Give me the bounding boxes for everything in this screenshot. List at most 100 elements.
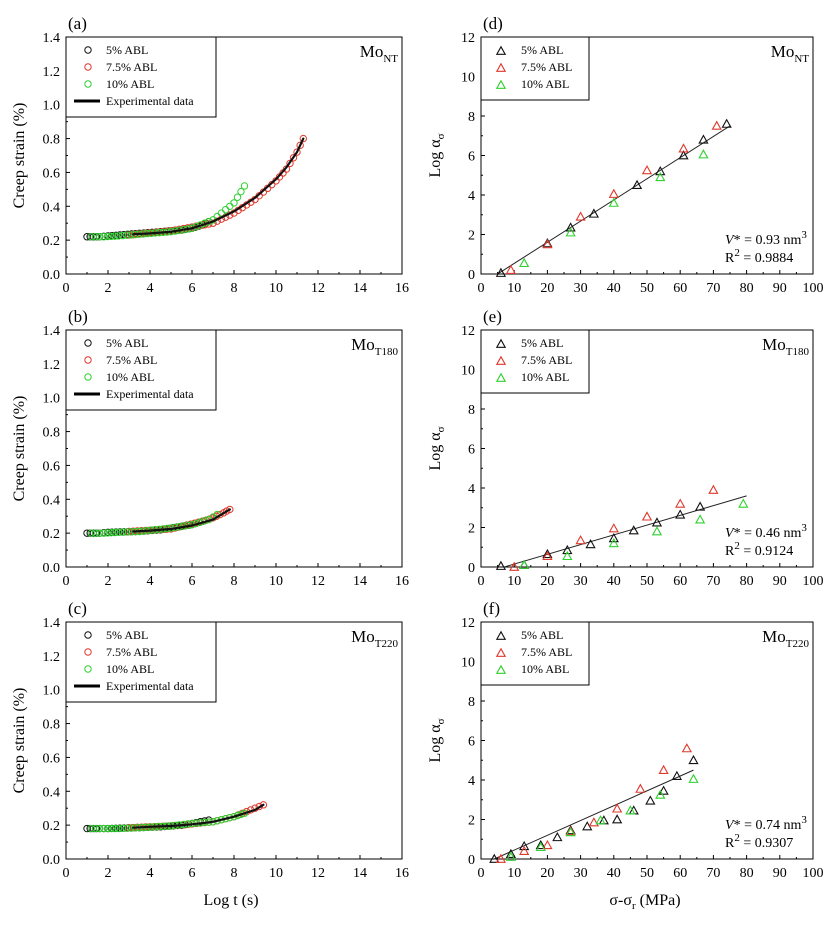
x-tick-label: 4 <box>147 866 154 881</box>
legend-box <box>65 329 217 411</box>
material-sub: NT <box>383 53 398 65</box>
x-tick-label: 12 <box>311 281 325 296</box>
panel-e: 0 10 20 30 40 50 60 70 80 90 100 0 2 4 6 8 10 12 Log ασ (e)… <box>427 307 824 589</box>
data-point <box>698 134 709 144</box>
data-point <box>608 188 619 198</box>
data-point <box>738 498 749 508</box>
x-tick-label: 70 <box>706 866 720 881</box>
r-symbol: R <box>725 544 735 559</box>
data-point <box>299 134 307 143</box>
y-tick-label: 0.0 <box>43 268 61 283</box>
data-point <box>103 529 112 537</box>
x-tick-label: 60 <box>673 281 687 296</box>
y-tick-label: 0.8 <box>43 718 61 733</box>
legend-circle-marker <box>84 339 92 347</box>
data-point <box>91 529 100 537</box>
data-point <box>562 550 573 561</box>
y-tick-label: 4 <box>468 774 475 789</box>
data-point <box>628 525 639 535</box>
legend-label: 10% ABL <box>521 370 569 384</box>
data-point <box>681 743 692 753</box>
y-tick-label: 1.4 <box>43 324 61 339</box>
x-tick-label: 14 <box>353 866 367 881</box>
material-label: MoT180 <box>351 335 398 358</box>
data-point <box>505 264 517 274</box>
data-point <box>542 548 553 559</box>
data-point <box>233 193 242 201</box>
y-tick-label: 6 <box>468 735 475 750</box>
x-tick-label: 12 <box>311 866 325 881</box>
experimental-curve <box>132 137 305 236</box>
data-point <box>103 824 112 833</box>
series-10-abl <box>519 498 749 569</box>
legend-circle-marker <box>84 356 92 364</box>
material-main: Mo <box>351 335 375 354</box>
legend-circle-marker <box>84 80 92 88</box>
data-point <box>95 529 104 537</box>
y-tick-label: 10 <box>461 364 475 379</box>
data-point <box>519 845 530 856</box>
legend-label: 10% ABL <box>106 370 154 384</box>
y-axis-label-sub: σ <box>435 426 447 432</box>
data-point <box>542 839 553 850</box>
data-point <box>608 537 619 548</box>
y-tick-label: 0.2 <box>43 819 61 834</box>
data-point <box>91 824 100 833</box>
legend-label: 5% ABL <box>521 43 563 57</box>
data-point <box>114 528 123 536</box>
x-tick-label: 50 <box>640 866 654 881</box>
x-tick-label: 8 <box>231 574 238 589</box>
x-tick-label: 6 <box>189 281 196 296</box>
y-axis-label-main: Log α <box>427 432 444 471</box>
y-tick-label: 2 <box>468 229 475 244</box>
data-point <box>107 824 115 833</box>
y-tick-label: 1.2 <box>43 65 61 80</box>
v-symbol: V <box>725 818 735 833</box>
legend-label: 10% ABL <box>521 77 569 91</box>
x-tick-label: 10 <box>507 574 521 589</box>
data-point <box>120 230 128 239</box>
data-point <box>519 257 530 268</box>
y-tick-label: 0.8 <box>43 426 61 441</box>
y-tick-label: 0.4 <box>43 200 61 215</box>
experimental-curve <box>132 803 265 829</box>
legend: 5% ABL 7.5% ABL 10% ABL <box>480 621 590 686</box>
x-tick-label: 80 <box>740 574 754 589</box>
y-axis-label: Creep strain (%) <box>11 688 28 794</box>
x-tick-label: 30 <box>574 866 588 881</box>
x-tick-label: 90 <box>773 574 787 589</box>
panel-f: 0 10 20 30 40 50 60 70 80 90 100 0 2 4 6 8 10 12 Log ασ (f)… <box>427 599 824 881</box>
data-point <box>542 550 553 561</box>
legend-label: Experimental data <box>106 679 194 693</box>
y-tick-label: 0.6 <box>43 459 61 474</box>
y-axis-label-main: Log α <box>427 724 444 763</box>
material-main: Mo <box>762 627 786 646</box>
legend-label: 10% ABL <box>521 662 569 676</box>
data-point <box>100 824 108 833</box>
legend: 5% ABL 7.5% ABL 10% ABL <box>480 329 590 394</box>
data-point <box>645 795 656 805</box>
x-tick-label: 100 <box>803 574 824 589</box>
y-tick-label: 0.8 <box>43 133 61 148</box>
v-star-annotation: V* = 0.93 nm3 <box>725 229 807 248</box>
series-7-5-abl <box>125 134 307 239</box>
legend-label: 7.5% ABL <box>521 353 572 367</box>
r-exponent: 2 <box>734 832 740 844</box>
y-tick-label: 10 <box>461 71 475 86</box>
material-label: MoNT <box>771 42 810 65</box>
x-tick-label: 12 <box>311 574 325 589</box>
y-axis-label: Log ασ <box>427 718 447 762</box>
x-tick-label: 6 <box>189 574 196 589</box>
x-tick-label: 60 <box>673 866 687 881</box>
legend-triangle-marker <box>495 338 507 348</box>
x-tick-label: 0 <box>63 281 70 296</box>
data-point <box>588 208 600 218</box>
series-experimental-data <box>132 137 305 236</box>
x-tick-label: 60 <box>673 574 687 589</box>
y-tick-label: 0 <box>468 853 475 868</box>
x-tick-label: 40 <box>607 281 621 296</box>
material-label: MoT220 <box>351 627 398 650</box>
data-point <box>87 529 95 537</box>
data-point <box>688 754 699 765</box>
v-value: * = 0.74 nm <box>734 818 802 833</box>
